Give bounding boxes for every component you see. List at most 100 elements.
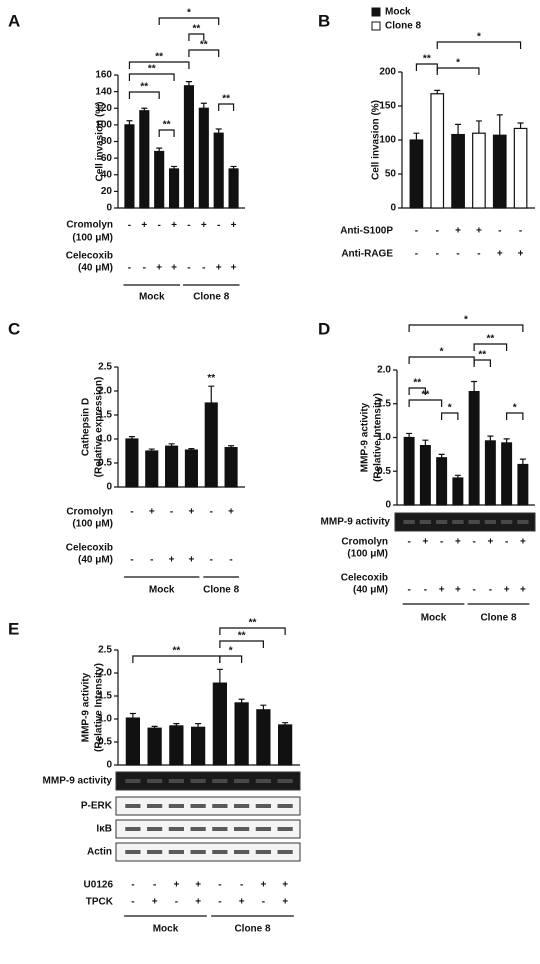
treatment-sign: - [170,507,173,518]
blot-band [420,520,431,524]
treatment-sign: - [131,880,134,891]
treatment-sign: - [218,897,221,908]
y-tick-label: 50 [385,169,397,180]
bar [473,133,486,208]
blot-band [436,520,447,524]
treatment-sign: - [218,880,221,891]
bar [140,111,149,208]
bar [225,448,237,487]
treatment-sign: + [171,263,177,274]
significance: * [440,347,444,358]
blot-band [256,779,271,783]
bar [213,683,226,765]
y-tick-label: 150 [379,101,396,112]
y-axis-label: Cell invasion (%) [95,101,106,181]
significance-bracket [133,656,220,663]
y-tick-label: 2.5 [98,645,112,656]
blot-band [468,520,479,524]
blot-band [256,804,271,808]
bar [229,169,238,208]
group-label: Clone 8 [203,585,240,596]
bar [279,725,292,765]
significance-bracket [129,92,159,99]
error-bar [130,713,136,718]
bar [437,458,447,505]
treatment-label: Celecoxib [341,573,388,584]
treatment-sign: - [229,555,232,566]
panel-label: B [318,11,330,30]
treatment-sign: + [169,555,175,566]
treatment-label: Cromolyn [66,507,113,518]
blot-band [125,779,140,783]
error-bar [518,123,524,128]
blot [116,843,300,861]
treatment-sign: + [520,585,526,596]
significance: ** [238,631,246,642]
blot-band [234,827,249,831]
blot-band [256,827,271,831]
significance-bracket [159,18,219,25]
blot-band [278,779,293,783]
significance: * [477,32,481,43]
treatment-sign: + [149,507,155,518]
y-tick-label: 160 [95,70,112,81]
treatment-sign: - [415,249,418,260]
error-bar [413,133,419,140]
treatment-sign: - [415,226,418,237]
significance-bracket [129,62,189,69]
figure: A020406080100120140160Cell invasion (%)C… [0,0,540,964]
group-label: Mock [153,924,179,935]
group-label: Clone 8 [480,613,517,624]
blot-band [125,804,140,808]
error-bar [406,433,412,437]
blot-band [191,804,206,808]
error-bar [201,103,207,108]
treatment-sign: + [201,220,207,231]
blot-band [212,779,227,783]
treatment-sign: - [407,537,410,548]
treatment-sign: + [282,880,288,891]
treatment-label: (40 μM) [78,263,113,274]
treatment-sign: + [156,263,162,274]
treatment-sign: + [487,537,493,548]
bar [486,441,496,505]
blot-band [234,779,249,783]
treatment-sign: - [143,263,146,274]
blot-band [147,804,162,808]
bar [518,465,528,506]
treatment-sign: - [440,537,443,548]
treatment-sign: + [216,263,222,274]
significance: * [448,403,452,414]
treatment-sign: - [210,507,213,518]
treatment-sign: - [150,555,153,566]
treatment-sign: - [240,880,243,891]
bar [155,151,164,208]
treatment-label: TPCK [86,897,114,908]
y-tick-label: 0 [385,500,391,511]
blot-band [517,520,528,524]
significance: ** [148,64,156,75]
significance-bracket [437,68,479,75]
blot-band [501,520,512,524]
significance-bracket [220,656,242,663]
significance: ** [172,646,180,657]
significance-bracket [409,325,523,332]
error-bar [471,381,477,391]
significance-bracket [474,360,490,367]
treatment-sign: + [455,537,461,548]
bar [170,726,183,765]
bar [146,451,158,487]
blot-band [147,850,162,854]
significance: * [229,646,233,657]
significance: ** [423,54,431,65]
significance: ** [478,350,486,361]
y-tick-label: 0 [390,203,396,214]
group-label: Mock [421,613,447,624]
treatment-sign: + [231,220,237,231]
bar [502,443,512,505]
treatment-sign: - [187,263,190,274]
significance: ** [192,24,200,35]
blot-band [452,520,463,524]
bar [257,710,270,765]
blot-band [191,827,206,831]
